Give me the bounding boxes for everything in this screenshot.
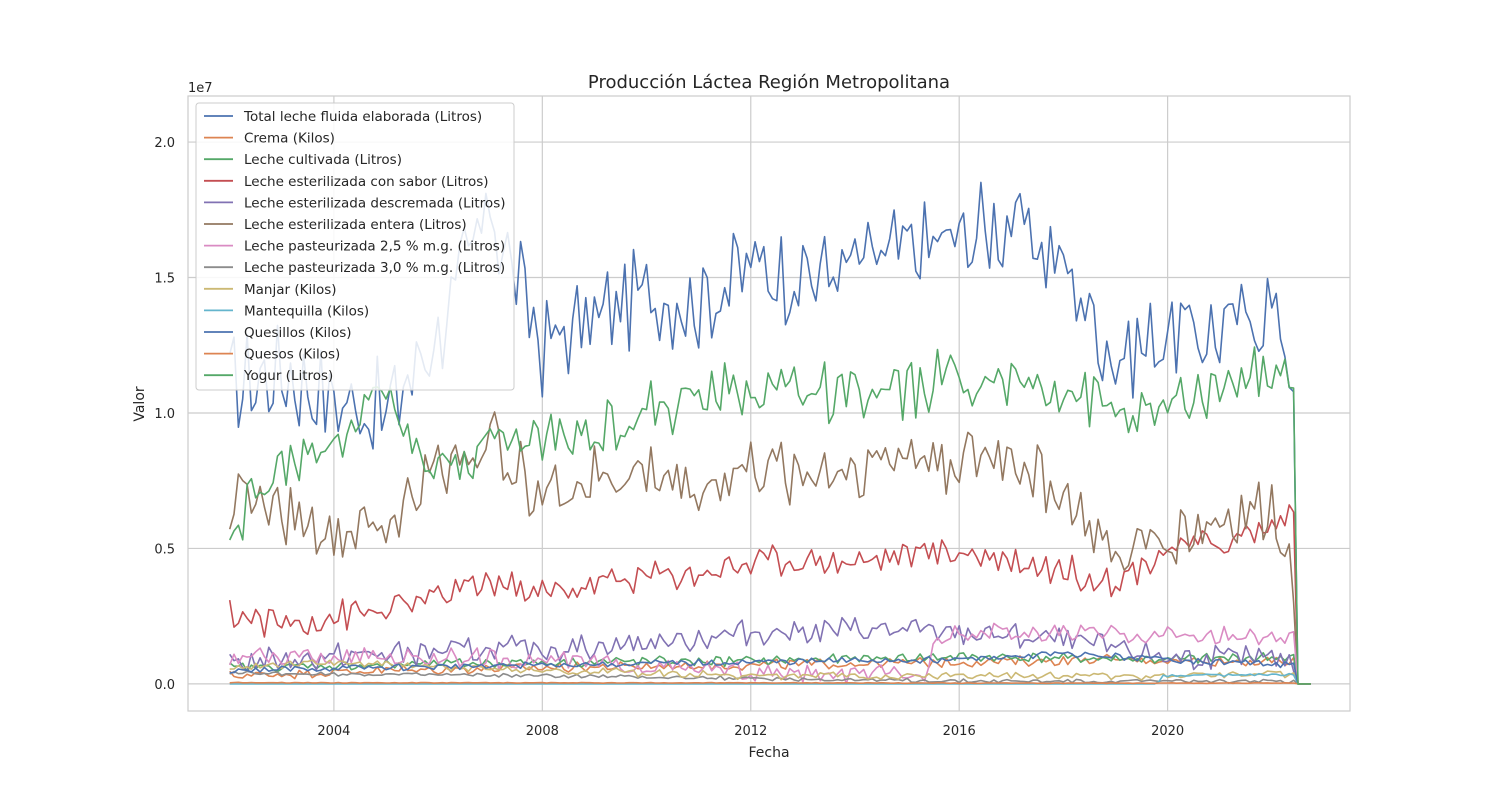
legend-entry: Leche esterilizada entera (Litros)	[244, 217, 467, 233]
x-tick-label: 2012	[734, 724, 767, 739]
legend-entry: Mantequilla (Kilos)	[244, 303, 369, 319]
series-line	[228, 411, 1311, 685]
legend-entry: Leche pasteurizada 2,5 % m.g. (Litros)	[244, 239, 505, 255]
legend-entry: Quesillos (Kilos)	[244, 325, 352, 341]
series-line	[229, 616, 1311, 685]
legend-box	[195, 102, 515, 391]
x-tick-label: 2004	[317, 724, 350, 739]
x-tick-label: 2008	[526, 724, 559, 739]
legend-entry: Leche pasteurizada 3,0 % m.g. (Litros)	[244, 260, 505, 276]
y-tick-label: 1.0	[154, 407, 175, 422]
series-line	[229, 652, 1311, 685]
y-tick-label: 1.5	[154, 272, 175, 287]
series-line	[229, 659, 1311, 685]
legend-entry: Manjar (Kilos)	[244, 282, 337, 298]
chart-title: Producción Láctea Región Metropolitana	[588, 72, 950, 93]
series-line	[228, 346, 1311, 685]
legend-entry: Leche esterilizada con sabor (Litros)	[244, 174, 489, 190]
legend-entry: Leche cultivada (Litros)	[244, 152, 402, 168]
series-line	[229, 651, 1311, 685]
legend-entry: Quesos (Kilos)	[244, 347, 340, 363]
legend-entry: Total leche fluida elaborada (Litros)	[243, 109, 482, 125]
y-offset-text: 1e7	[188, 81, 213, 96]
plot-frame	[187, 95, 1351, 712]
y-axis-label: Valor	[132, 386, 148, 422]
x-tick-label: 2020	[1151, 724, 1184, 739]
y-tick-label: 2.0	[154, 136, 175, 151]
legend: Total leche fluida elaborada (Litros) Cre…	[195, 102, 515, 391]
legend-entry: Crema (Kilos)	[244, 131, 335, 147]
series-line	[228, 622, 1311, 685]
series-line	[229, 681, 1311, 685]
series-line	[229, 670, 1311, 685]
y-tick-label: 0.0	[154, 678, 175, 693]
legend-entry: Yogur (Litros)	[243, 368, 333, 384]
series-lines	[228, 181, 1311, 685]
legend-entry: Leche esterilizada descremada (Litros)	[244, 195, 506, 211]
x-axis-label: Fecha	[748, 745, 789, 761]
x-tick-label: 2016	[943, 724, 976, 739]
y-tick-label: 0.5	[154, 542, 175, 557]
series-line	[228, 504, 1311, 685]
